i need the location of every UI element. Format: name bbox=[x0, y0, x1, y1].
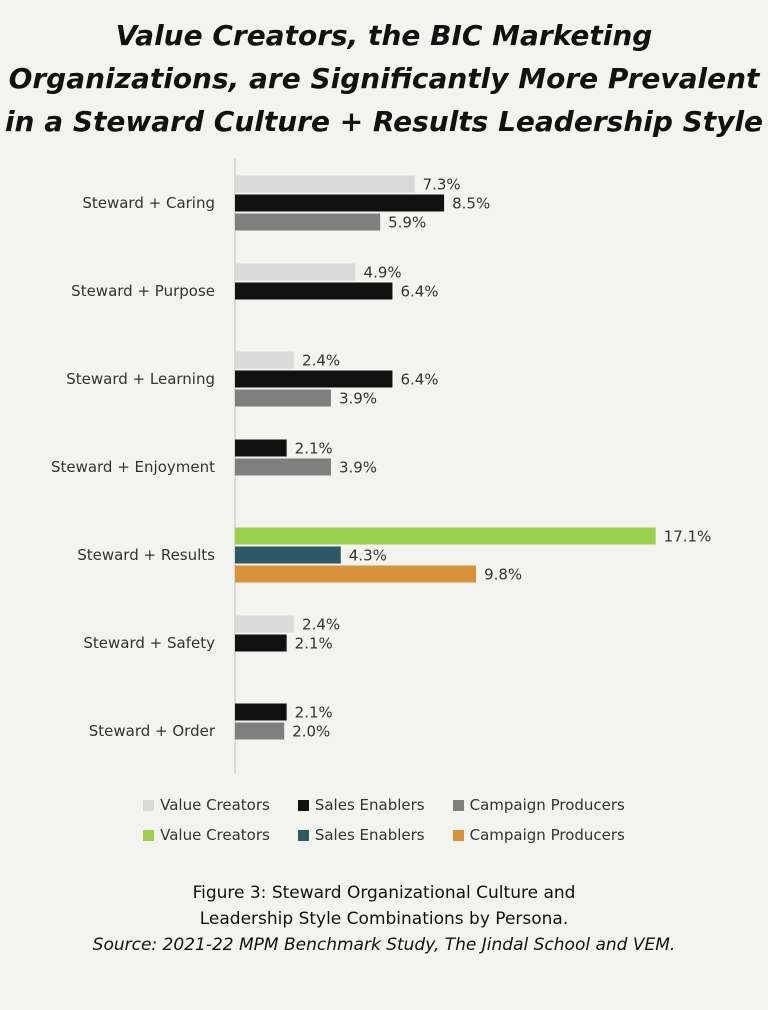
legend-label: Value Creators bbox=[160, 796, 270, 814]
bar bbox=[235, 615, 295, 633]
caption-line: Figure 3: Steward Organizational Culture… bbox=[192, 883, 576, 903]
legend-row-gray: Value Creators Sales Enablers Campaign Pro… bbox=[0, 796, 768, 814]
category-label: Steward + Results bbox=[77, 546, 215, 564]
category-label: Steward + Safety bbox=[83, 634, 215, 652]
legend-label: Campaign Producers bbox=[469, 796, 625, 814]
bar bbox=[235, 351, 295, 369]
bar bbox=[235, 722, 285, 740]
data-label: 6.4% bbox=[400, 371, 438, 389]
legend-row-color: Value Creators Sales Enablers Campaign Pro… bbox=[0, 826, 768, 844]
chart-title: Value Creators, the BIC Marketing Organi… bbox=[0, 14, 768, 143]
data-label: 2.1% bbox=[295, 635, 333, 653]
data-label: 2.1% bbox=[295, 704, 333, 722]
chart-title-line: in a Steward Culture + Results Leadershi… bbox=[4, 105, 764, 138]
legend-item: Campaign Producers bbox=[452, 826, 625, 844]
legend-label: Value Creators bbox=[160, 826, 270, 844]
bar bbox=[235, 634, 287, 652]
bar bbox=[235, 703, 287, 721]
data-label: 8.5% bbox=[452, 195, 490, 213]
bar-chart: Steward + Caring 7.3%8.5% 5.9% Steward + Pu… bbox=[51, 158, 712, 773]
bar bbox=[235, 263, 356, 281]
figure-caption: Figure 3: Steward Organizational Culture… bbox=[0, 880, 768, 958]
category-label: Steward + Learning bbox=[66, 370, 215, 388]
legend-label: Sales Enablers bbox=[314, 796, 425, 814]
data-label: 3.9% bbox=[339, 459, 377, 477]
bar bbox=[235, 527, 656, 545]
legend-swatch bbox=[143, 799, 155, 811]
data-label: 4.3% bbox=[349, 547, 387, 565]
category-label: Steward + Order bbox=[89, 722, 216, 740]
bar bbox=[235, 175, 415, 193]
data-label: 5.9% bbox=[388, 214, 426, 232]
data-label: 2.4% bbox=[302, 616, 340, 634]
category-label: Steward + Caring bbox=[82, 194, 215, 212]
legend-swatch bbox=[452, 829, 464, 841]
data-label: 2.0% bbox=[292, 723, 330, 741]
legend-item: Campaign Producers bbox=[452, 796, 625, 814]
bar bbox=[235, 370, 393, 388]
bar bbox=[235, 565, 477, 583]
bar bbox=[235, 213, 381, 231]
category-label: Steward + Purpose bbox=[71, 282, 215, 300]
data-label: 7.3% bbox=[423, 176, 461, 194]
data-label: 2.1% bbox=[295, 440, 333, 458]
legend-item: Value Creators bbox=[143, 796, 270, 814]
bar bbox=[235, 389, 331, 407]
data-label: 2.4% bbox=[302, 352, 340, 370]
legend-swatch bbox=[143, 829, 155, 841]
bar bbox=[235, 439, 287, 457]
caption-line: Leadership Style Combinations by Persona… bbox=[199, 909, 569, 929]
data-label: 3.9% bbox=[339, 390, 377, 408]
chart-title-line: Organizations, are Significantly More Pr… bbox=[8, 62, 760, 95]
legend-label: Campaign Producers bbox=[469, 826, 625, 844]
legend-item: Value Creators bbox=[143, 826, 270, 844]
legend-swatch bbox=[297, 799, 309, 811]
category-label: Steward + Enjoyment bbox=[51, 458, 215, 476]
bar bbox=[235, 458, 331, 476]
legend-swatch bbox=[452, 799, 464, 811]
caption-source: Source: 2021-22 MPM Benchmark Study, The… bbox=[92, 935, 676, 955]
legend-item: Sales Enablers bbox=[297, 826, 425, 844]
chart-title-line: Value Creators, the BIC Marketing bbox=[115, 19, 653, 52]
data-label: 4.9% bbox=[364, 264, 402, 282]
legend-swatch bbox=[297, 829, 309, 841]
bar bbox=[235, 194, 445, 212]
bar bbox=[235, 546, 341, 564]
data-label: 17.1% bbox=[664, 528, 712, 546]
data-label: 6.4% bbox=[400, 283, 438, 301]
bar bbox=[235, 282, 393, 300]
legend-item: Sales Enablers bbox=[297, 796, 425, 814]
data-label: 9.8% bbox=[484, 566, 522, 584]
legend-label: Sales Enablers bbox=[314, 826, 425, 844]
